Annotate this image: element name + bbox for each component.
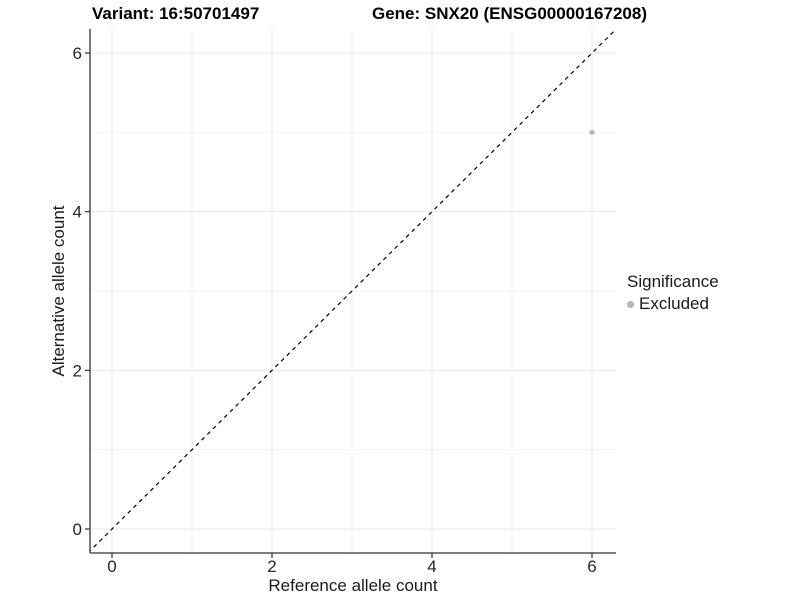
legend-title: Significance <box>627 272 719 291</box>
legend-item-label: Excluded <box>639 294 709 313</box>
identity-dashed-line <box>90 29 616 552</box>
y-tick-label: 0 <box>73 520 82 539</box>
legend: Significance Excluded <box>627 272 719 314</box>
x-axis-title: Reference allele count <box>268 576 438 595</box>
y-tick-label: 2 <box>73 361 82 380</box>
legend-point-icon <box>627 300 634 308</box>
x-tick-label: 0 <box>107 557 116 576</box>
data-point <box>589 129 595 135</box>
plot-title-variant: Variant: 16:50701497 <box>92 4 260 23</box>
y-tick-label: 4 <box>73 203 82 222</box>
y-tick-label: 6 <box>73 44 82 63</box>
plot-title-gene: Gene: SNX20 (ENSG00000167208) <box>372 4 647 23</box>
x-tick-label: 2 <box>267 557 276 576</box>
legend-item-excluded: Excluded <box>627 294 719 314</box>
x-tick-label: 4 <box>427 557 436 576</box>
y-axis-title: Alternative allele count <box>49 205 68 377</box>
x-tick-label: 6 <box>587 557 596 576</box>
